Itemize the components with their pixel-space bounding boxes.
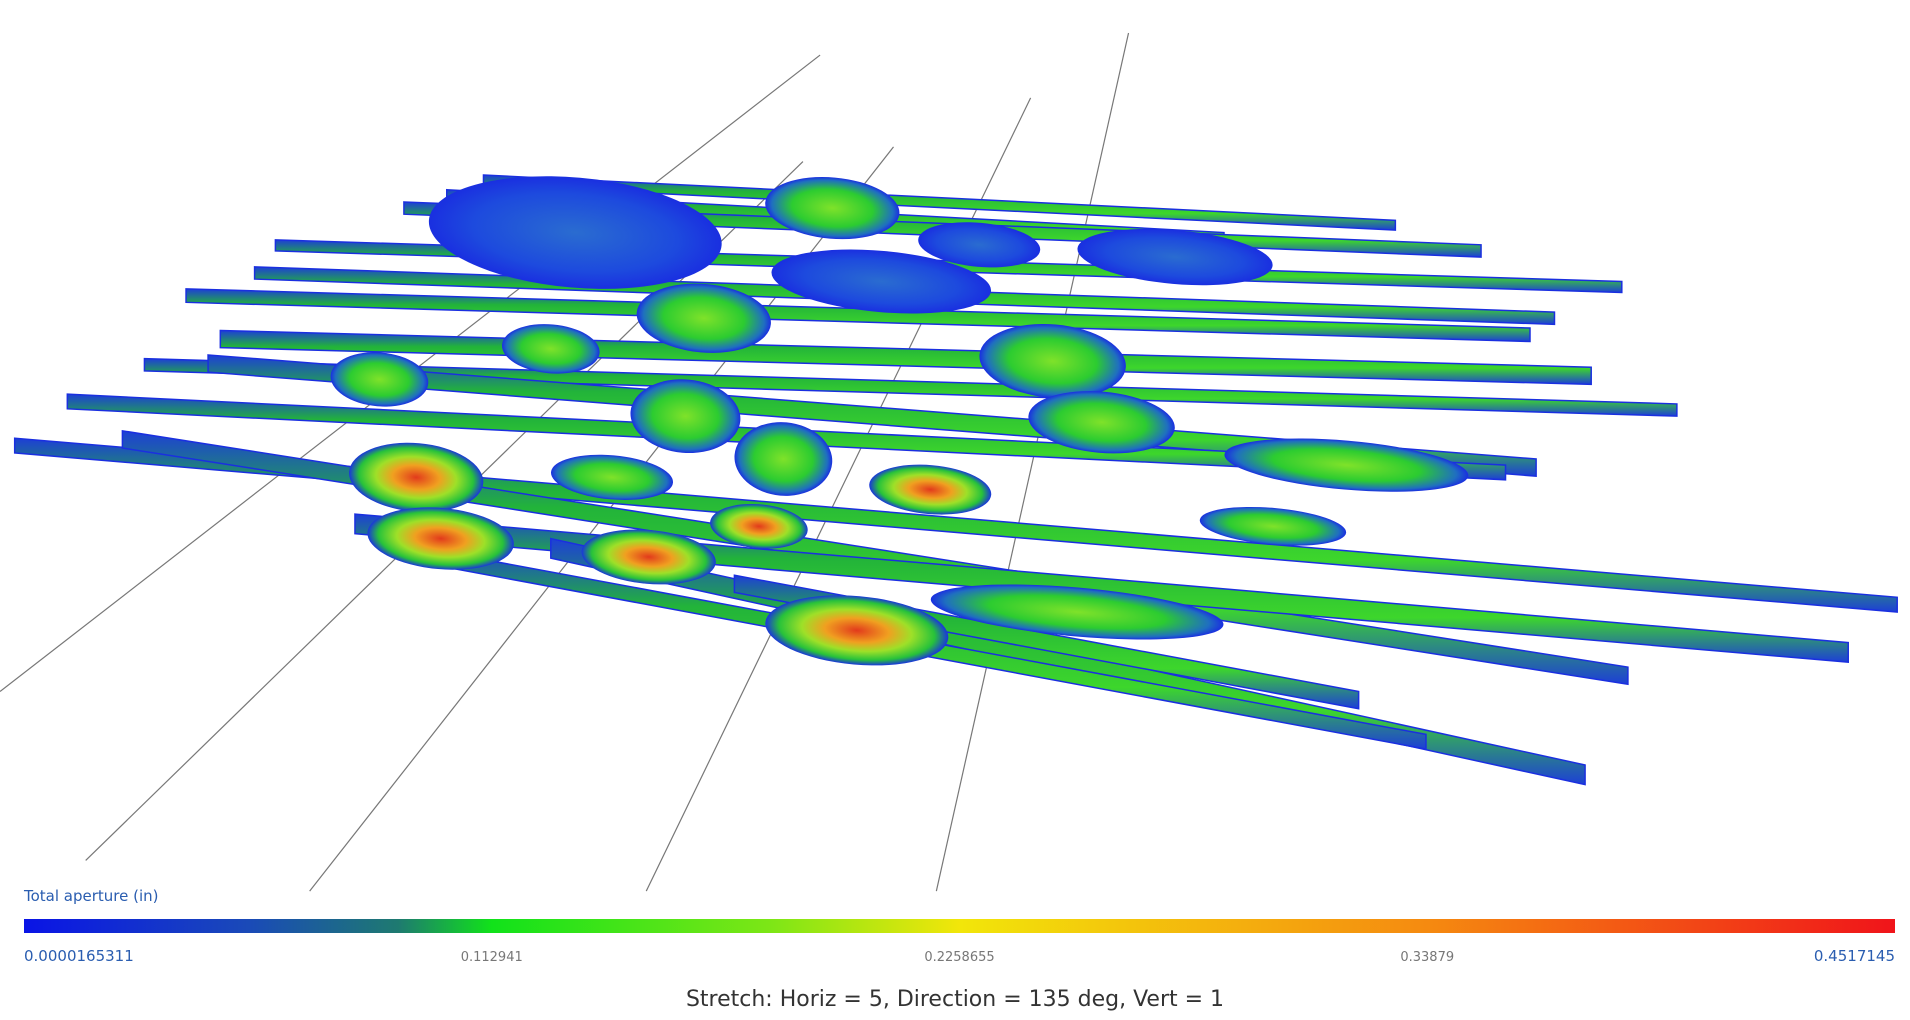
aperture-patch <box>979 323 1126 399</box>
aperture-patch <box>428 176 722 289</box>
aperture-patch <box>765 177 900 240</box>
colorbar-tick-label: 0.4517145 <box>1814 947 1895 965</box>
aperture-patch <box>1077 228 1273 286</box>
aperture-patch <box>551 454 673 500</box>
fracture-strip <box>143 357 1678 417</box>
aperture-patch <box>630 379 741 454</box>
fracture-strip <box>354 513 1849 664</box>
aperture-patch <box>367 507 514 570</box>
fractures <box>13 174 1898 786</box>
aperture-patch <box>1224 438 1469 492</box>
aperture-patch <box>330 352 429 407</box>
aperture-patch <box>501 324 600 374</box>
aperture-patch <box>1028 391 1175 454</box>
aperture-patch <box>636 283 771 353</box>
aperture-patch <box>1199 506 1347 546</box>
well-trace <box>935 32 1130 892</box>
colorbar-tick-label: 0.33879 <box>1400 950 1454 965</box>
aperture-patch <box>581 529 716 585</box>
colorbar-tick-label: 0.0000165311 <box>24 947 134 965</box>
colorbar-tick-label: 0.2258655 <box>924 950 994 965</box>
fracture-strip <box>482 174 1397 231</box>
aperture-patch <box>349 442 484 513</box>
aperture-patch <box>771 249 992 314</box>
colorbar-title: Total aperture (in) <box>23 887 159 905</box>
fracture-strip <box>185 288 1531 343</box>
aperture-patch <box>765 595 949 666</box>
caption: Stretch: Horiz = 5, Direction = 135 deg,… <box>686 987 1224 1012</box>
aperture-patch <box>918 222 1041 268</box>
aperture-patch <box>869 464 992 515</box>
aperture-patch <box>930 584 1224 640</box>
colorbar <box>24 919 1895 933</box>
colorbar-ticks: 0.0000165311 0.112941 0.2258655 0.33879 0.45… <box>24 947 1895 965</box>
colorbar-tick-label: 0.112941 <box>461 950 523 965</box>
aperture-patch <box>734 422 833 496</box>
aperture-patch <box>710 503 808 549</box>
